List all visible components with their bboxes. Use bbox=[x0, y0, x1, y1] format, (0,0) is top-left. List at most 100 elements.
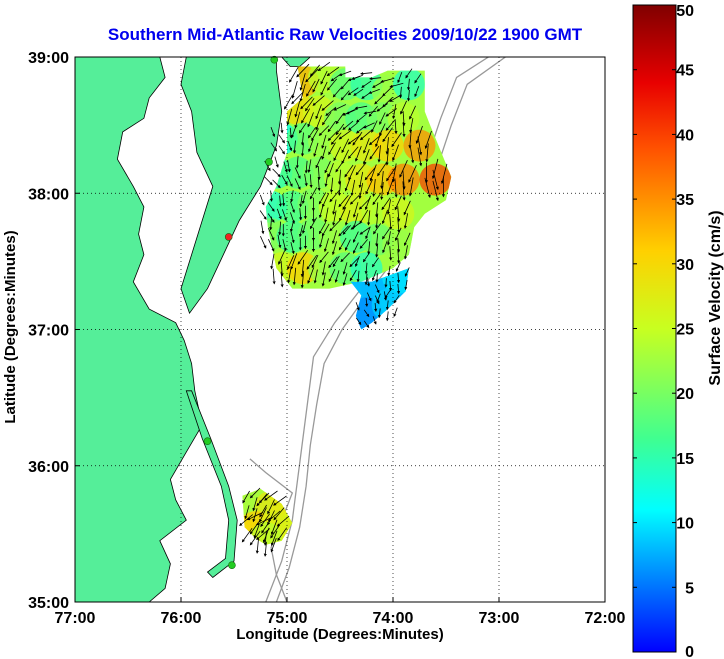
velocity-arrow bbox=[382, 228, 391, 240]
velocity-arrow bbox=[333, 104, 347, 111]
map-layer bbox=[75, 57, 311, 602]
velocity-arrow bbox=[391, 132, 402, 148]
velocity-arrow bbox=[329, 220, 340, 232]
velocity-arrow bbox=[301, 220, 307, 234]
velocity-arrow bbox=[395, 262, 401, 272]
velocity-arrow bbox=[290, 231, 295, 244]
velocity-arrow bbox=[414, 85, 420, 98]
x-tick-label: 76:00 bbox=[161, 610, 202, 627]
velocity-arrow bbox=[284, 94, 294, 110]
velocity-arrow bbox=[384, 278, 388, 288]
velocity-arrow bbox=[270, 525, 280, 539]
velocity-arrow bbox=[440, 163, 448, 185]
velocity-arrow bbox=[281, 174, 288, 186]
velocity-arrow bbox=[330, 132, 342, 145]
velocity-arrow bbox=[263, 541, 267, 557]
velocity-arrow bbox=[300, 259, 305, 278]
velocity-arrow bbox=[241, 527, 253, 543]
velocity-arrow bbox=[332, 255, 340, 268]
velocity-arrow bbox=[352, 213, 359, 229]
velocity-arrow bbox=[324, 160, 331, 174]
velocity-arrow bbox=[395, 227, 402, 242]
velocity-arrow bbox=[287, 159, 291, 173]
x-tick-label: 72:00 bbox=[585, 610, 626, 627]
velocity-arrow bbox=[397, 206, 401, 222]
colorbar-ticks: 0 5 10 15 20 25 30 35 40 45 50 bbox=[633, 3, 694, 659]
velocity-arrow bbox=[366, 277, 371, 287]
velocity-arrow bbox=[409, 105, 416, 120]
velocity-arrow bbox=[347, 87, 359, 96]
velocity-arrow bbox=[393, 294, 400, 304]
x-axis: 77:00 76:00 75:00 74:00 73:00 72:00 bbox=[55, 597, 626, 627]
velocity-arrow bbox=[394, 178, 398, 198]
velocity-arrow bbox=[380, 77, 395, 83]
velocity-arrow bbox=[269, 190, 273, 202]
velocity-arrow bbox=[363, 122, 375, 129]
velocity-arrow bbox=[317, 166, 321, 181]
velocity-arrow bbox=[359, 129, 373, 141]
velocity-arrow bbox=[307, 112, 314, 128]
velocity-arrow bbox=[431, 158, 439, 180]
velocity-arrow bbox=[286, 175, 293, 188]
isobath-outer bbox=[265, 57, 490, 602]
velocity-arrow bbox=[321, 272, 326, 287]
velocity-arrow bbox=[349, 269, 357, 282]
velocity-arrow bbox=[405, 68, 413, 79]
velocity-arrow bbox=[327, 162, 334, 178]
velocity-arrow bbox=[354, 255, 360, 268]
velocity-arrow bbox=[407, 89, 411, 102]
velocity-arrow bbox=[347, 122, 359, 131]
velocity-arrow bbox=[377, 145, 381, 163]
x-tick-label: 74:00 bbox=[373, 610, 414, 627]
velocity-arrow bbox=[374, 284, 380, 294]
velocity-arrow bbox=[338, 237, 347, 251]
velocity-arrow bbox=[287, 140, 293, 152]
velocity-arrow bbox=[253, 524, 260, 539]
velocity-arrow bbox=[298, 208, 303, 221]
velocity-arrow bbox=[297, 249, 309, 265]
velocity-arrow bbox=[313, 142, 319, 157]
velocity-arrow bbox=[267, 510, 281, 522]
velocity-arrow bbox=[348, 165, 356, 181]
velocity-arrow bbox=[380, 182, 384, 200]
velocity-arrow bbox=[249, 487, 261, 499]
velocity-arrow bbox=[294, 167, 301, 180]
velocity-arrow bbox=[363, 320, 370, 329]
velocity-arrow bbox=[346, 108, 358, 115]
velocity-arrow bbox=[392, 144, 399, 162]
velocity-arrow bbox=[344, 239, 351, 251]
velocity-arrow bbox=[354, 105, 368, 110]
colorbar-tick-label: 35 bbox=[676, 192, 694, 209]
velocity-arrow bbox=[307, 267, 315, 284]
velocity-arrow bbox=[338, 129, 352, 140]
velocity-arrow bbox=[320, 81, 328, 96]
velocity-arrow bbox=[351, 74, 363, 80]
chart-title: Southern Mid-Atlantic Raw Velocities 200… bbox=[108, 25, 583, 44]
velocity-arrow bbox=[277, 234, 282, 249]
velocity-arrow bbox=[331, 230, 337, 245]
isobath-inner bbox=[275, 57, 507, 602]
velocity-arrow bbox=[396, 283, 401, 295]
velocity-arrow bbox=[363, 149, 370, 165]
velocity-arrow bbox=[259, 507, 267, 523]
x-tick-label: 77:00 bbox=[55, 610, 96, 627]
velocity-arrow bbox=[402, 111, 406, 127]
velocity-arrow bbox=[358, 197, 371, 210]
colorbar-tick-label: 0 bbox=[685, 644, 694, 659]
velocity-arrow bbox=[290, 253, 298, 270]
velocity-arrow bbox=[364, 195, 371, 211]
colorbar bbox=[632, 4, 677, 653]
grid-layer bbox=[75, 57, 605, 602]
velocity-arrow bbox=[269, 216, 273, 231]
velocity-arrow bbox=[396, 272, 401, 284]
velocity-arrow bbox=[363, 110, 377, 115]
y-tick-label: 38:00 bbox=[28, 186, 69, 203]
velocity-arrow bbox=[338, 194, 349, 208]
velocity-arrow bbox=[318, 234, 324, 248]
velocity-arrow bbox=[335, 123, 345, 136]
velocity-arrow bbox=[299, 195, 303, 208]
velocity-arrow bbox=[259, 504, 267, 518]
velocity-arrow bbox=[402, 122, 406, 138]
velocity-arrow bbox=[391, 163, 397, 183]
